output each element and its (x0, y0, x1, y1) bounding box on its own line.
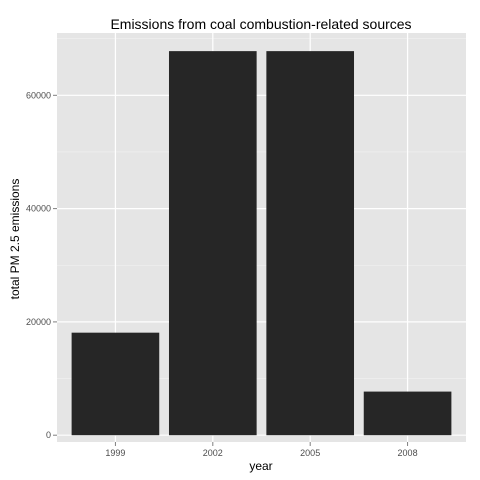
x-tick-label: 2005 (300, 448, 320, 458)
bar-2002 (168, 51, 257, 436)
y-tick-label: 0 (46, 430, 51, 440)
y-axis-title: total PM 2.5 emissions (8, 179, 22, 300)
bars (71, 51, 452, 436)
y-tick-label: 40000 (26, 204, 51, 214)
bar-2008 (363, 391, 452, 436)
y-tick-label: 20000 (26, 317, 51, 327)
x-axis: 1999 2002 2005 2008 (105, 442, 418, 458)
bar-1999 (71, 332, 160, 436)
y-tick-label: 60000 (26, 90, 51, 100)
x-tick-label: 2002 (203, 448, 223, 458)
x-axis-title: year (249, 459, 272, 473)
chart-title: Emissions from coal combustion-related s… (110, 16, 411, 32)
x-tick-label: 2008 (398, 448, 418, 458)
bar-2005 (266, 51, 355, 436)
y-axis: 0 20000 40000 60000 (26, 90, 57, 440)
x-tick-label: 1999 (105, 448, 125, 458)
